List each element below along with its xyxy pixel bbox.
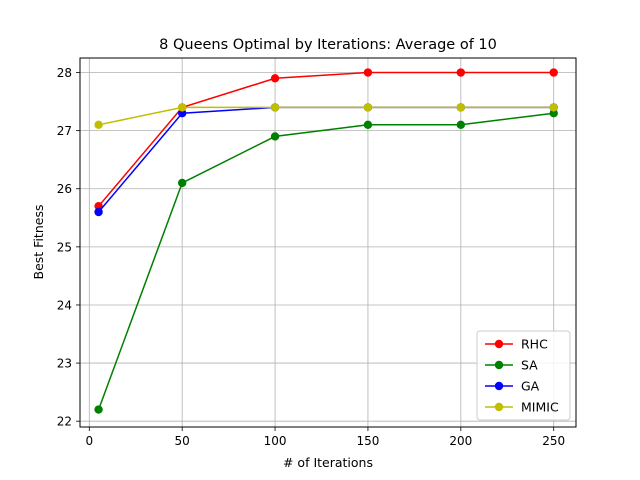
plot-frame <box>79 57 577 428</box>
data-point-rhc <box>270 74 280 83</box>
y-tick-label: 23 <box>57 357 72 371</box>
data-point-mimic <box>456 103 466 112</box>
legend-label: SA <box>521 358 538 373</box>
data-point-mimic <box>177 103 187 112</box>
legend: RHC SA GA MIMIC <box>476 330 571 421</box>
series-line-mimic <box>98 106 554 126</box>
data-point-sa <box>94 405 103 414</box>
series-line-rhc <box>98 71 554 207</box>
legend-swatch-marker <box>494 360 504 370</box>
y-axis: 22 23 24 25 26 27 28 <box>57 66 80 429</box>
legend-swatch-marker <box>494 381 504 391</box>
legend-item-ga: GA <box>485 379 540 394</box>
chart-title: 8 Queens Optimal by Iterations: Average … <box>159 37 497 53</box>
legend-box <box>476 330 571 421</box>
y-tick-label: 22 <box>57 415 72 429</box>
series-ga <box>94 103 558 217</box>
x-tick-label: 150 <box>356 434 379 448</box>
data-point-sa <box>456 120 466 130</box>
data-point-rhc <box>363 68 373 77</box>
data-point-mimic <box>270 103 280 112</box>
data-point-sa <box>363 120 373 130</box>
y-tick-label: 28 <box>57 66 72 80</box>
y-tick-label: 25 <box>57 240 72 254</box>
y-axis-label: Best Fitness <box>31 205 46 280</box>
x-tick-label: 0 <box>85 434 93 448</box>
series-line-sa <box>97 112 554 410</box>
legend-swatch-marker <box>494 339 504 349</box>
data-point-sa <box>549 109 558 118</box>
x-axis: 0 50 100 150 200 250 <box>85 427 565 448</box>
x-tick-label: 50 <box>175 434 190 448</box>
legend-label: MIMIC <box>521 400 559 415</box>
data-point-sa <box>270 132 280 141</box>
data-point-rhc <box>94 201 103 211</box>
data-point-rhc <box>549 68 558 77</box>
x-tick-label: 200 <box>449 434 472 448</box>
y-tick-label: 27 <box>57 124 72 138</box>
legend-item-rhc: RHC <box>485 337 548 352</box>
x-tick-label: 100 <box>264 434 287 448</box>
y-tick-label: 24 <box>57 298 72 312</box>
data-point-sa <box>177 178 187 188</box>
legend-label: GA <box>521 379 540 394</box>
series-sa <box>94 109 558 414</box>
x-tick-label: 250 <box>542 434 565 448</box>
series-mimic <box>94 103 558 130</box>
data-point-mimic <box>363 103 373 112</box>
data-point-mimic <box>549 103 558 112</box>
data-point-ga <box>177 109 187 118</box>
series-lines <box>94 68 558 414</box>
legend-swatch-marker <box>494 402 504 412</box>
data-point-mimic <box>94 120 103 130</box>
legend-item-mimic: MIMIC <box>485 400 559 415</box>
data-point-ga <box>94 207 103 217</box>
data-point-rhc <box>456 68 466 77</box>
legend-label: RHC <box>521 337 548 352</box>
legend-item-sa: SA <box>485 358 538 373</box>
series-line-ga <box>98 106 554 213</box>
y-tick-label: 26 <box>57 182 72 196</box>
x-axis-label: # of Iterations <box>283 455 373 470</box>
